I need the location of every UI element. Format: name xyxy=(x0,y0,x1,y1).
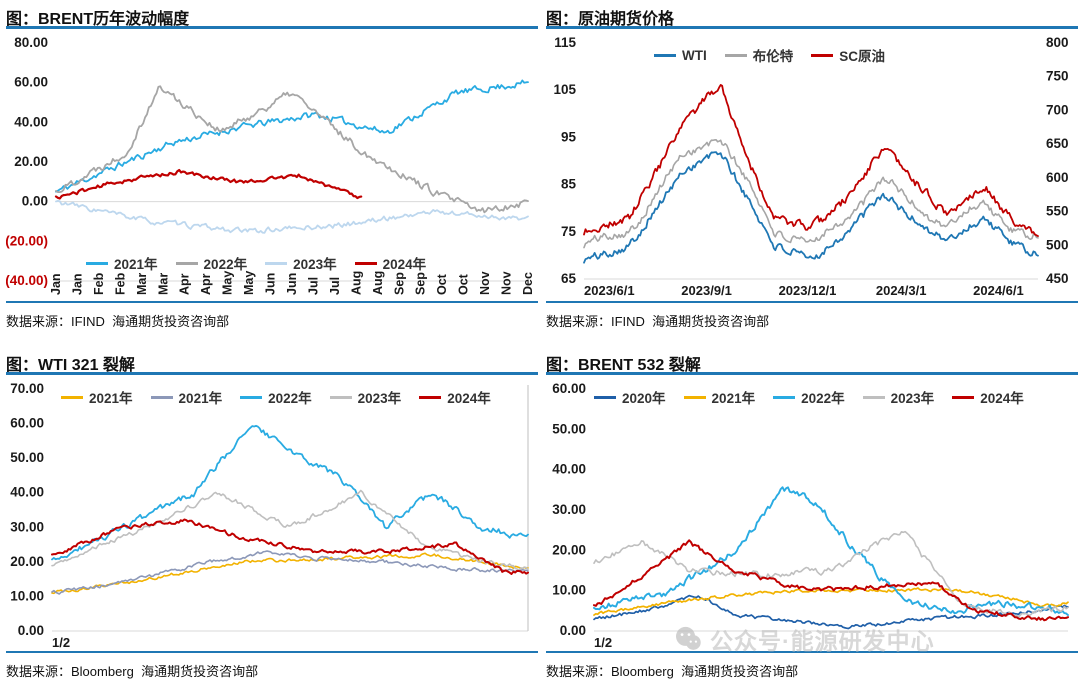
svg-text:85: 85 xyxy=(561,177,577,192)
svg-text:0.00: 0.00 xyxy=(18,623,44,638)
svg-text:Sep: Sep xyxy=(392,272,406,295)
svg-text:Oct: Oct xyxy=(457,273,471,295)
svg-text:2024/3/1: 2024/3/1 xyxy=(876,283,927,298)
svg-text:105: 105 xyxy=(553,82,576,97)
svg-text:60.00: 60.00 xyxy=(14,75,48,90)
svg-text:800: 800 xyxy=(1046,37,1069,50)
svg-text:60.00: 60.00 xyxy=(10,416,44,431)
svg-text:40.00: 40.00 xyxy=(10,485,44,500)
svg-text:30.00: 30.00 xyxy=(552,502,586,517)
svg-text:700: 700 xyxy=(1046,102,1069,117)
svg-text:0.00: 0.00 xyxy=(22,194,48,209)
svg-text:(20.00): (20.00) xyxy=(6,233,48,248)
svg-text:20.00: 20.00 xyxy=(10,554,44,569)
svg-text:65: 65 xyxy=(561,271,577,286)
svg-text:80.00: 80.00 xyxy=(14,37,48,50)
svg-text:0.00: 0.00 xyxy=(560,623,586,638)
svg-text:2023/9/1: 2023/9/1 xyxy=(681,283,732,298)
svg-text:Apr: Apr xyxy=(178,273,192,295)
svg-text:40.00: 40.00 xyxy=(552,462,586,477)
svg-text:Feb: Feb xyxy=(92,272,106,295)
svg-text:Nov: Nov xyxy=(478,271,492,295)
svg-text:10.00: 10.00 xyxy=(552,583,586,598)
svg-text:1/2: 1/2 xyxy=(594,635,612,650)
svg-text:Aug: Aug xyxy=(371,271,385,295)
svg-text:Jul: Jul xyxy=(328,277,342,295)
svg-text:30.00: 30.00 xyxy=(10,519,44,534)
svg-text:Jun: Jun xyxy=(264,273,278,295)
svg-text:450: 450 xyxy=(1046,271,1069,286)
svg-text:Sep: Sep xyxy=(414,272,428,295)
svg-text:2023/12/1: 2023/12/1 xyxy=(779,283,837,298)
svg-text:Jun: Jun xyxy=(285,273,299,295)
svg-text:May: May xyxy=(242,271,256,295)
svg-text:May: May xyxy=(221,271,235,295)
svg-text:70.00: 70.00 xyxy=(10,383,44,396)
svg-text:Aug: Aug xyxy=(349,271,363,295)
svg-text:Nov: Nov xyxy=(500,271,514,295)
svg-text:20.00: 20.00 xyxy=(14,154,48,169)
svg-text:1/2: 1/2 xyxy=(52,635,70,650)
svg-text:(40.00): (40.00) xyxy=(6,273,48,288)
svg-text:95: 95 xyxy=(561,129,577,144)
svg-text:50.00: 50.00 xyxy=(552,421,586,436)
svg-text:50.00: 50.00 xyxy=(10,450,44,465)
svg-text:Mar: Mar xyxy=(135,273,149,295)
svg-text:40.00: 40.00 xyxy=(14,114,48,129)
svg-text:500: 500 xyxy=(1046,237,1069,252)
svg-text:20.00: 20.00 xyxy=(552,542,586,557)
svg-text:60.00: 60.00 xyxy=(552,383,586,396)
svg-text:2024/6/1: 2024/6/1 xyxy=(973,283,1024,298)
svg-text:Dec: Dec xyxy=(521,272,535,295)
svg-text:Jul: Jul xyxy=(306,277,320,295)
svg-text:600: 600 xyxy=(1046,170,1069,185)
svg-text:Feb: Feb xyxy=(113,272,127,295)
svg-text:550: 550 xyxy=(1046,204,1069,219)
svg-text:Jan: Jan xyxy=(70,273,84,295)
svg-text:750: 750 xyxy=(1046,69,1069,84)
svg-text:Mar: Mar xyxy=(156,273,170,295)
svg-text:650: 650 xyxy=(1046,136,1069,151)
svg-text:Jan: Jan xyxy=(49,273,63,295)
svg-text:Oct: Oct xyxy=(435,273,449,295)
svg-text:10.00: 10.00 xyxy=(10,588,44,603)
svg-text:75: 75 xyxy=(561,224,577,239)
svg-text:2023/6/1: 2023/6/1 xyxy=(584,283,635,298)
svg-text:115: 115 xyxy=(554,37,576,50)
svg-text:Apr: Apr xyxy=(199,273,213,295)
